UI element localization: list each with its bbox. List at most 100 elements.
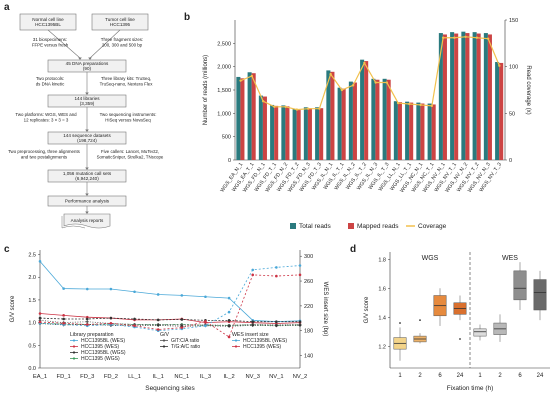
legend-title: G/V: [160, 332, 169, 338]
flow-arrow-head: [85, 211, 89, 214]
x-tick-label: NV_1: [269, 374, 284, 380]
y-tick-label: 500: [222, 135, 231, 141]
total-reads-bar: [371, 78, 376, 160]
mapped-reads-bar: [352, 82, 357, 160]
series-point: [62, 287, 65, 290]
series-point: [275, 266, 278, 269]
total-reads-bar: [315, 107, 320, 160]
mapped-reads-bar: [442, 34, 447, 160]
series-point: [38, 316, 42, 320]
protocols-note: Two protocols:: [36, 76, 64, 81]
series-point: [251, 320, 255, 324]
platforms-note: Two platforms: WGS, WES and: [15, 112, 77, 117]
y-tick-label: 1.6: [378, 286, 386, 292]
y2-tick-label: 140: [304, 354, 313, 360]
series-point: [204, 320, 207, 323]
fragment-note: 200, 300 and 500 bp: [102, 42, 143, 47]
series-point: [156, 328, 160, 331]
callers-note: Five callers: Lancet, MuTect2,: [101, 149, 159, 154]
y2-tick-label: 180: [304, 329, 313, 335]
series-point: [204, 324, 207, 328]
y-tick-label: 1.5: [28, 298, 36, 304]
legend-label: HCC1395 (WGS): [81, 356, 120, 362]
coverage-point: [498, 64, 501, 67]
total-reads-bar: [247, 72, 252, 160]
x-axis-title: Fixation time (h): [447, 385, 494, 392]
series-point: [62, 317, 65, 321]
series-point: [109, 321, 113, 325]
total-reads-bar: [360, 59, 365, 160]
total-reads-bar: [416, 102, 421, 160]
x-tick-label: 2: [418, 373, 422, 379]
total-reads-bar: [472, 32, 477, 161]
series-point: [133, 324, 136, 328]
total-reads-bar: [281, 105, 286, 160]
series-point: [156, 293, 160, 296]
call-sets-box-text: (6,942,240): [75, 176, 99, 181]
aligners-note: and two postalignments: [21, 154, 68, 159]
normal-cell-line-box-text: HCC1395BL: [35, 22, 61, 27]
series-point: [85, 317, 89, 321]
total-reads-bar: [292, 109, 297, 160]
mapped-reads-bar: [307, 108, 312, 160]
mapped-reads-bar: [375, 79, 380, 160]
instruments-note: HiSeq versus NovaSeq: [105, 117, 151, 122]
performance-analysis-box-text: Performance analysis: [65, 199, 110, 204]
box-body: [473, 328, 487, 337]
flow-arrow-head: [85, 129, 89, 132]
coverage-point: [430, 104, 434, 108]
coverage-point: [374, 81, 377, 84]
x-tick-label: 24: [457, 373, 464, 379]
total-reads-bar: [495, 62, 500, 160]
library-note: TruSeq-nano, Nextera Flex: [100, 81, 154, 86]
series-point: [227, 296, 231, 300]
callers-note: SomaticSniper, Strelka2, TNscope: [97, 154, 164, 159]
fragment-note: Three fragment sizes:: [101, 37, 143, 42]
total-reads-bar: [337, 87, 342, 160]
legend-label: Mapped reads: [357, 223, 399, 230]
mapped-reads-bar: [487, 34, 492, 160]
gv-score-line-chart: 0.0 0.5 1.0 1.5 2.0 2.5 140 180 220 260 300 G/V sco…: [10, 250, 328, 392]
mapped-reads-bar: [319, 108, 324, 160]
mapped-reads-bar: [285, 106, 290, 160]
coverage-point: [351, 84, 355, 87]
bioprep-note: 31 biospecimens:: [33, 37, 67, 42]
y-tick-label: 1,500: [217, 88, 231, 94]
panel-label-a: a: [4, 2, 10, 13]
y-tick-label: 1.2: [378, 344, 386, 350]
y2-tick-label: 150: [509, 18, 518, 24]
series-point: [298, 320, 302, 324]
call-sets-box-text: 1,056 mutation call sets: [63, 171, 112, 176]
coverage-point: [385, 81, 389, 84]
legend-label: T/G:A/C ratio: [171, 344, 200, 350]
series-point: [227, 310, 231, 314]
legend-swatch: [348, 223, 354, 229]
coverage-point: [464, 35, 467, 38]
total-reads-bar: [461, 31, 466, 160]
total-reads-bar: [303, 107, 308, 160]
total-reads-bar: [236, 76, 241, 160]
flow-arrow-head: [78, 57, 82, 60]
coverage-point: [284, 105, 287, 109]
mapped-reads-bar: [240, 78, 245, 160]
flow-arrow-head: [88, 57, 92, 60]
coverage-point: [250, 74, 254, 78]
legend-label: HCC1395BL (WES): [81, 338, 125, 344]
series-point: [275, 320, 278, 324]
libraries-box-text: 144 libraries: [74, 96, 100, 101]
series-point: [62, 314, 65, 317]
legend-label: Total reads: [299, 223, 332, 230]
y-tick-label: 2,000: [217, 65, 231, 71]
coverage-point: [453, 36, 456, 39]
coverage-point: [239, 79, 242, 82]
total-reads-bar: [326, 70, 331, 160]
x-tick-label: FD_2: [104, 374, 118, 380]
box-body: [533, 279, 547, 311]
mapped-reads-bar: [341, 88, 346, 160]
gv-score-box-plot: 1.2 1.4 1.6 1.8 G/V score Fixation time (h) WG…: [364, 252, 550, 392]
series-point: [156, 318, 160, 322]
legend-marker: [162, 339, 166, 342]
y-tick-label: 2.5: [28, 253, 36, 259]
total-reads-bar: [483, 33, 488, 160]
mapped-reads-bar: [274, 105, 279, 160]
